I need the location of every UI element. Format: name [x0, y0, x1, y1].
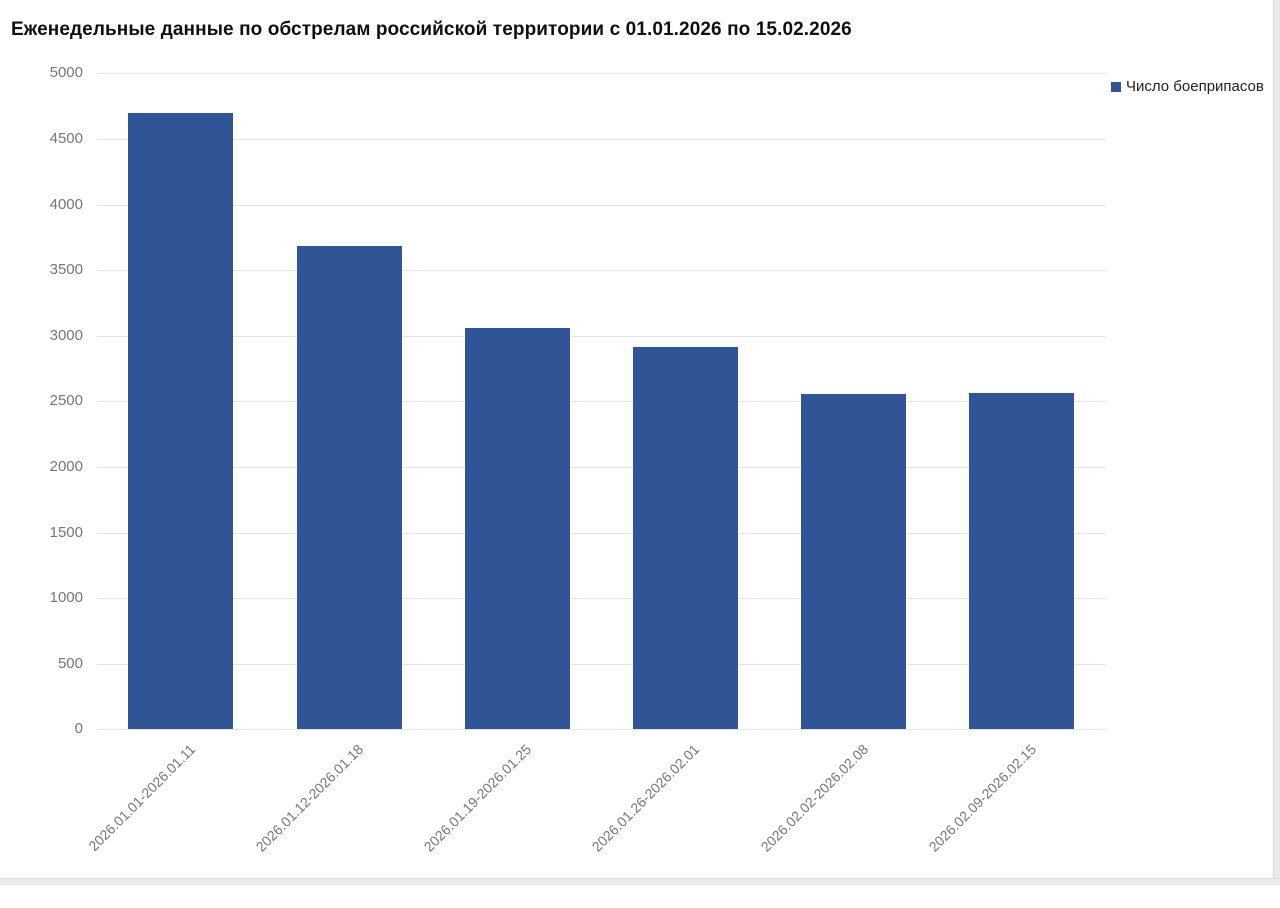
gridline	[96, 729, 1106, 731]
y-axis-tick-label: 3000	[49, 326, 83, 344]
vertical-scrollbar-track[interactable]	[1273, 0, 1280, 885]
gridline	[96, 204, 1106, 206]
horizontal-scrollbar-track[interactable]	[0, 878, 1280, 885]
y-axis-tick-label: 5000	[49, 64, 83, 82]
chart-title: Еженедельные данные по обстрелам российс…	[11, 19, 852, 40]
gridline	[96, 467, 1106, 468]
gridline	[96, 139, 1106, 140]
gridline	[96, 532, 1106, 534]
gridline	[96, 401, 1106, 403]
y-axis-tick-label: 1000	[49, 589, 83, 607]
y-axis-tick-label: 3500	[49, 261, 83, 279]
y-axis-tick-label: 1500	[49, 523, 83, 541]
gridline	[96, 663, 1106, 665]
y-axis-tick-label: 0	[74, 720, 83, 738]
legend[interactable]: Число боеприпасов	[1111, 78, 1264, 95]
bar[interactable]	[801, 394, 907, 730]
y-axis-tick-label: 4000	[49, 195, 83, 213]
y-axis-tick-label: 2000	[49, 458, 83, 475]
y-axis-tick-label: 2500	[49, 392, 83, 410]
legend-label: Число боеприпасов	[1126, 78, 1264, 95]
plot-area: 0 500 1000 1500 2000 2500 3000 3500 4000 4500 5000…	[49, 64, 1106, 855]
gridline	[96, 335, 1106, 337]
gridline	[96, 270, 1106, 272]
legend-marker-icon	[1111, 81, 1121, 92]
gridline	[96, 598, 1106, 600]
bar[interactable]	[464, 327, 570, 730]
gridline	[96, 73, 1106, 75]
y-axis-tick-label: 500	[57, 654, 83, 672]
bar[interactable]	[969, 392, 1075, 730]
bar[interactable]	[296, 245, 402, 730]
bar[interactable]	[128, 113, 234, 730]
y-axis-tick-label: 4500	[49, 130, 83, 147]
bar[interactable]	[632, 346, 738, 730]
